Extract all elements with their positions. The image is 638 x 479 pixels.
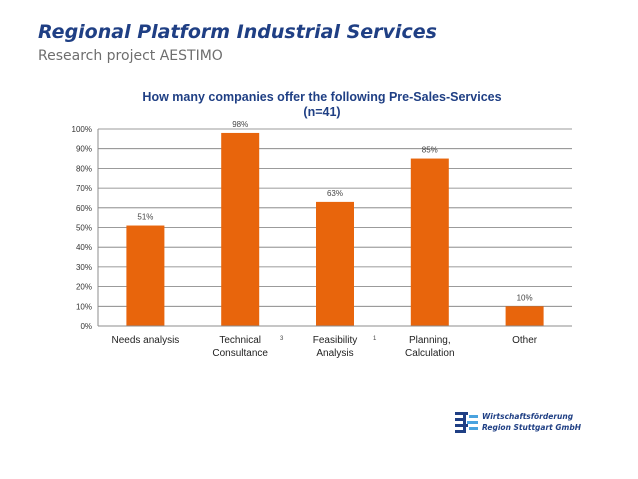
- x-tick-label: Planning,: [409, 335, 451, 346]
- stray-mark-1: 3: [280, 336, 284, 342]
- data-labels: 51% 98% 63% 85% 10%: [137, 120, 532, 302]
- logo-text-line2: Region Stuttgart GmbH: [482, 423, 581, 432]
- x-tick-label: Feasibility: [313, 335, 357, 346]
- chart-title-line2: (n=41): [303, 105, 340, 119]
- y-tick-label: 90%: [76, 145, 92, 154]
- x-tick-label: Needs analysis: [111, 335, 179, 346]
- y-tick-label: 30%: [76, 263, 92, 272]
- company-logo: Wirtschaftsförderung Region Stuttgart Gm…: [455, 410, 605, 436]
- x-axis-labels: Needs analysis Technical Consultance Feasib…: [111, 335, 537, 359]
- bar: [316, 201, 354, 326]
- x-tick-label: Consultance: [212, 348, 268, 359]
- gridlines: [98, 128, 572, 307]
- y-tick-label: 50%: [76, 224, 92, 233]
- y-tick-label: 80%: [76, 164, 92, 173]
- y-tick-label: 0%: [80, 322, 92, 331]
- logo-mark-icon: [455, 412, 478, 433]
- y-tick-label: 60%: [76, 204, 92, 213]
- x-tick-label: Technical: [219, 335, 261, 346]
- y-tick-label: 100%: [72, 125, 92, 134]
- data-label: 85%: [422, 146, 438, 155]
- logo-text-line1: Wirtschaftsförderung: [482, 412, 574, 421]
- x-tick-label: Calculation: [405, 348, 454, 359]
- data-label: 98%: [232, 120, 248, 129]
- bar: [126, 225, 165, 326]
- bar: [505, 306, 544, 326]
- data-label: 63%: [327, 189, 343, 198]
- logo-text: Wirtschaftsförderung Region Stuttgart Gm…: [482, 411, 581, 433]
- chart-title-line1: How many companies offer the following P…: [142, 90, 501, 104]
- y-tick-label: 70%: [76, 184, 92, 193]
- x-tick-label: Analysis: [316, 348, 353, 359]
- data-label: 51%: [137, 213, 153, 222]
- slide-title: Regional Platform Industrial Services: [38, 21, 437, 43]
- stray-mark-2: 1: [373, 336, 377, 342]
- y-tick-label: 20%: [76, 283, 92, 292]
- bar: [221, 132, 260, 326]
- bars: [126, 132, 544, 326]
- y-axis-ticks: 0% 10% 20% 30% 40% 50% 60% 70% 80% 90% 100%: [72, 125, 92, 331]
- data-label: 10%: [517, 293, 533, 302]
- slide-subtitle: Research project AESTIMO: [38, 48, 223, 64]
- bar: [410, 158, 449, 326]
- y-tick-label: 40%: [76, 243, 92, 252]
- y-tick-label: 10%: [76, 302, 92, 311]
- x-tick-label: Other: [512, 335, 538, 346]
